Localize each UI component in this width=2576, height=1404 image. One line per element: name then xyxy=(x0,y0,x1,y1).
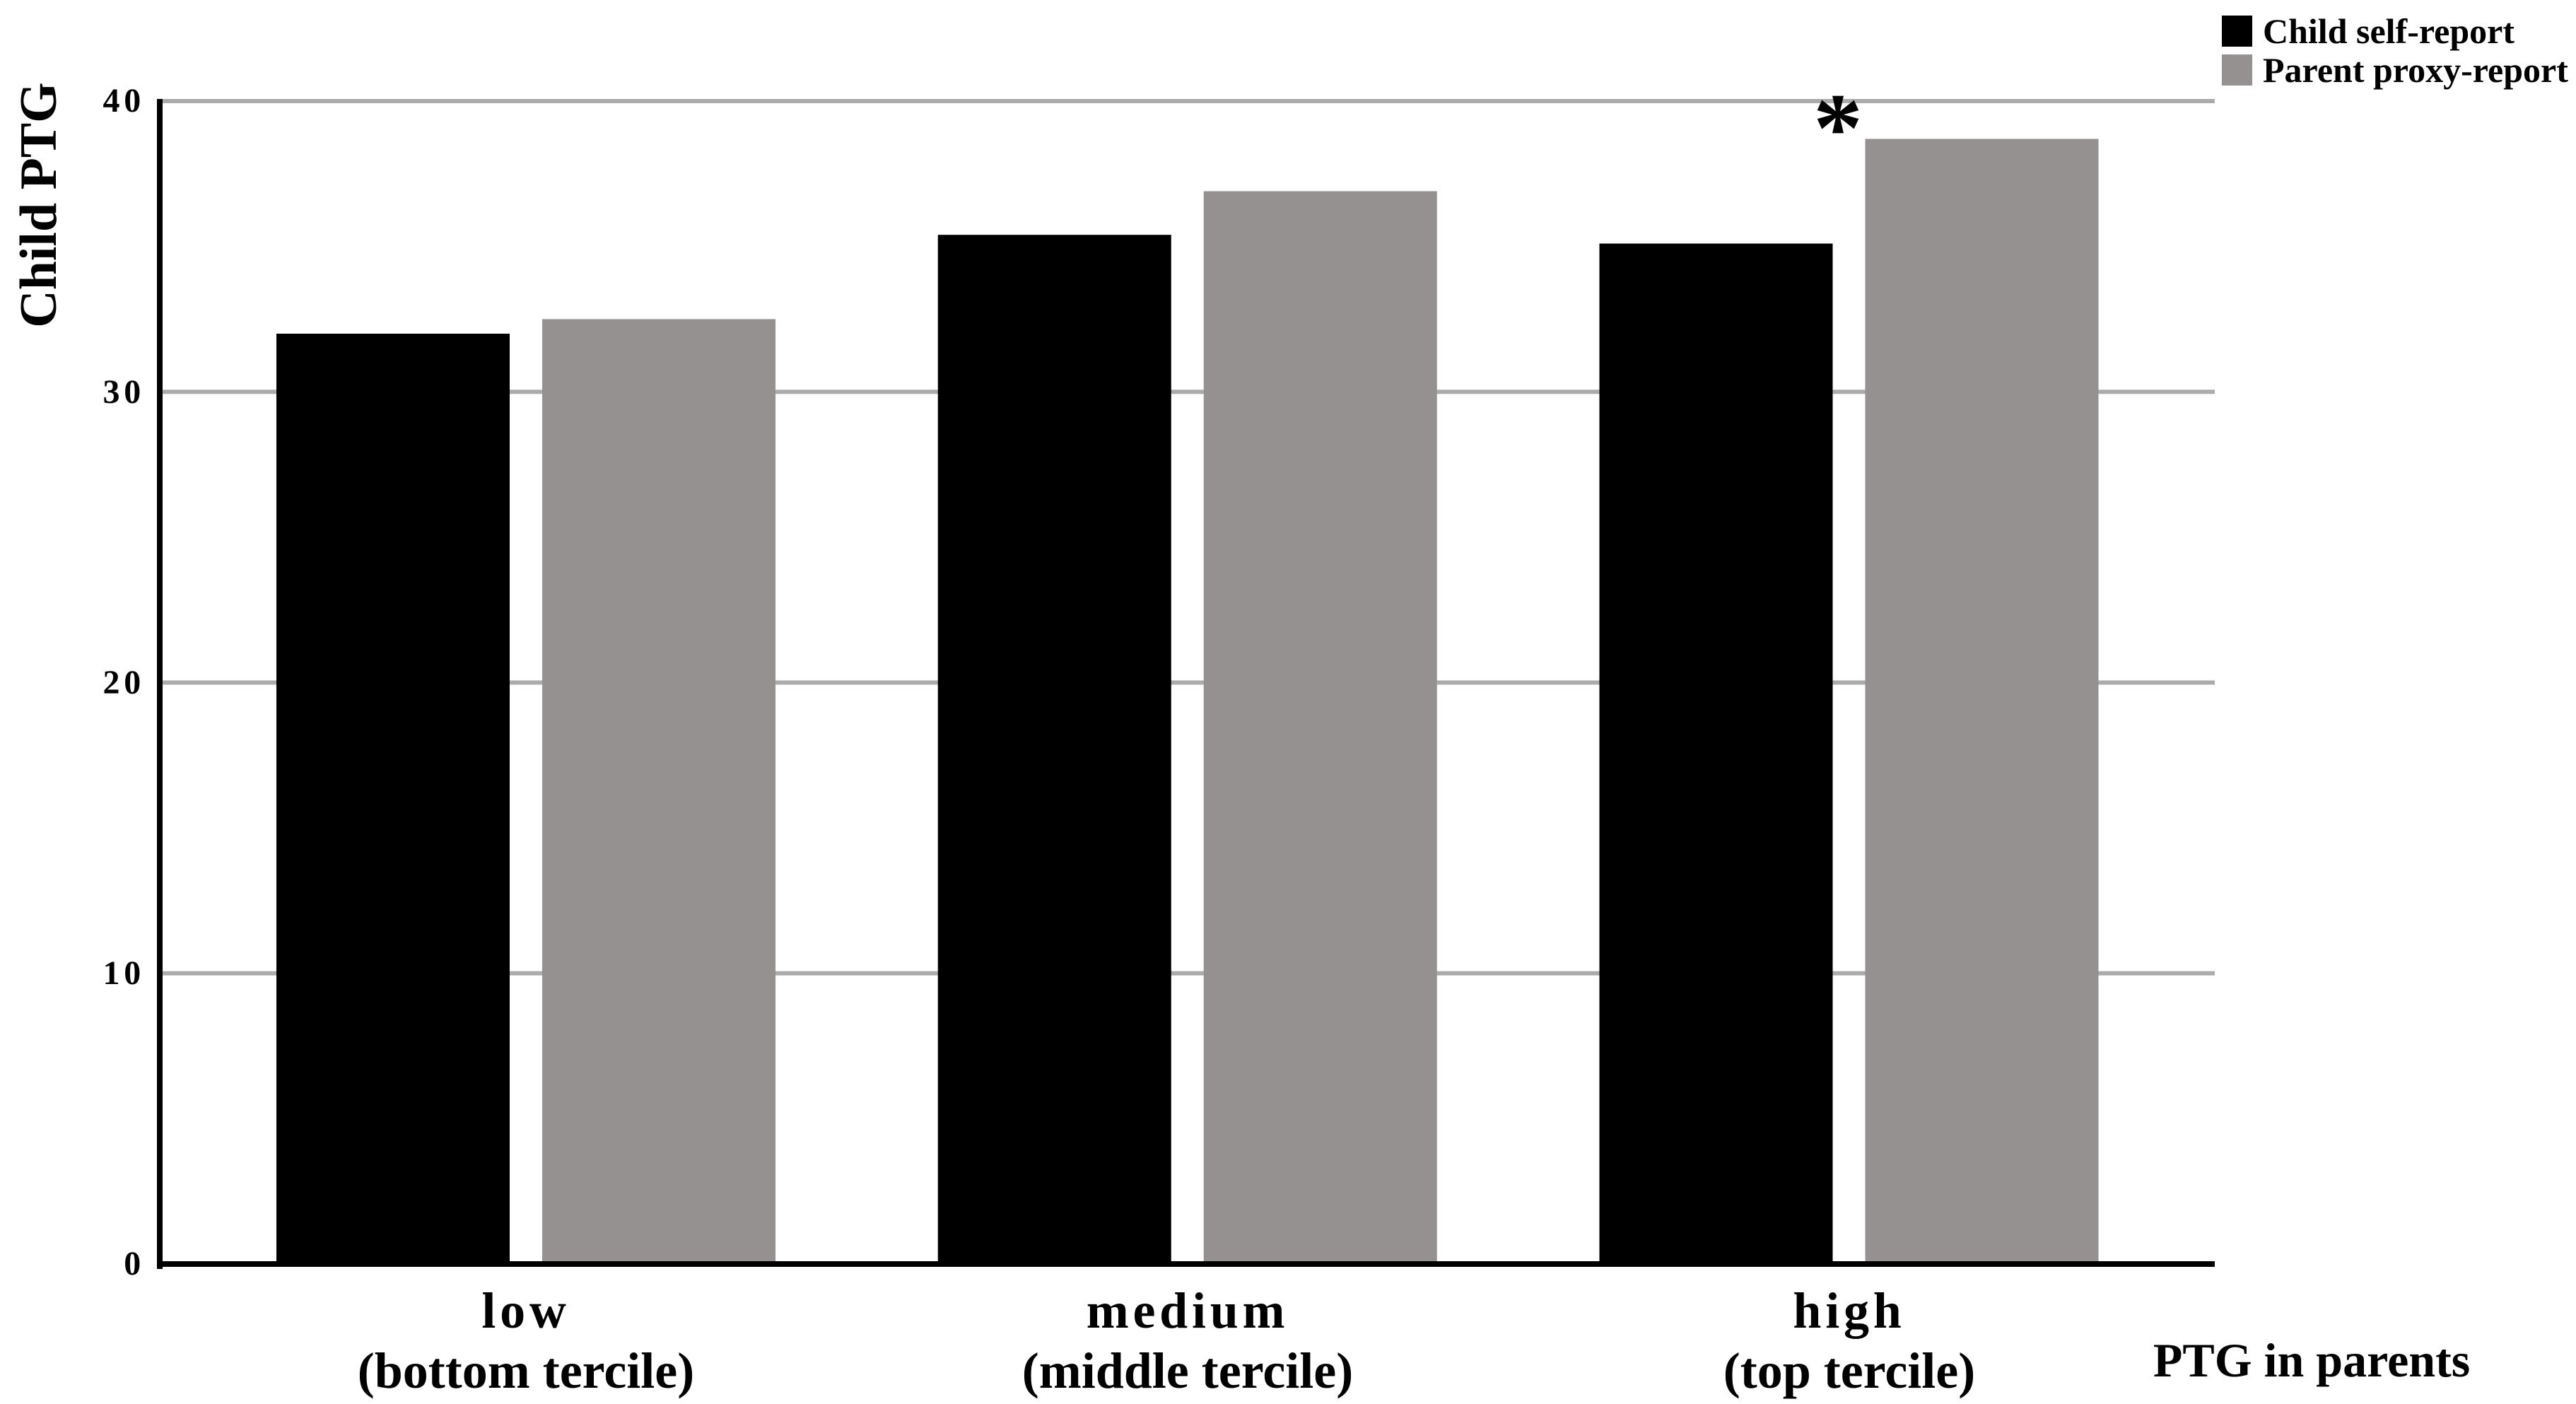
y-tick-30: 30 xyxy=(103,373,145,411)
x-category-medium-line2: (middle tercile) xyxy=(1021,1342,1354,1399)
legend-label-parent-proxy-report: Parent proxy-report xyxy=(2263,50,2568,90)
bar-low-parent-proxy-report xyxy=(542,319,775,1264)
gridline-40 xyxy=(157,99,2215,103)
y-tick-20: 20 xyxy=(103,664,145,701)
x-category-medium: medium (middle tercile) xyxy=(940,1281,1435,1401)
legend-item-parent-proxy-report: Parent proxy-report xyxy=(2222,50,2568,90)
x-axis-line xyxy=(157,1261,2215,1267)
y-axis-line xyxy=(157,99,163,1269)
x-axis-title: PTG in parents xyxy=(2153,1333,2471,1387)
y-tick-0: 0 xyxy=(124,1245,145,1282)
x-category-low-line2: (bottom tercile) xyxy=(357,1342,695,1399)
legend-swatch-parent-proxy-report xyxy=(2222,54,2252,86)
y-axis-title: Child PTG xyxy=(10,82,68,328)
bar-high-child-self-report xyxy=(1599,243,1833,1265)
y-tick-40: 40 xyxy=(103,82,145,119)
gridline-30 xyxy=(157,390,2215,394)
bar-medium-child-self-report xyxy=(937,235,1171,1264)
gridline-20 xyxy=(157,680,2215,685)
x-category-high: high (top tercile) xyxy=(1602,1281,2097,1401)
significance-asterisk: * xyxy=(1813,74,1863,183)
bar-high-parent-proxy-report xyxy=(1865,139,2099,1264)
x-category-high-line2: (top tercile) xyxy=(1723,1342,1976,1399)
legend: Child self-report Parent proxy-report xyxy=(2222,11,2568,90)
x-category-high-line1: high xyxy=(1793,1282,1906,1339)
bar-low-child-self-report xyxy=(276,334,510,1264)
x-category-medium-line1: medium xyxy=(1086,1282,1289,1339)
legend-swatch-child-self-report xyxy=(2222,16,2252,47)
x-category-low-line1: low xyxy=(481,1282,570,1339)
bar-medium-parent-proxy-report xyxy=(1203,191,1437,1264)
y-tick-10: 10 xyxy=(103,954,145,992)
legend-item-child-self-report: Child self-report xyxy=(2222,11,2568,51)
gridline-10 xyxy=(157,971,2215,976)
legend-label-child-self-report: Child self-report xyxy=(2263,11,2514,51)
x-category-low: low (bottom tercile) xyxy=(279,1281,773,1401)
